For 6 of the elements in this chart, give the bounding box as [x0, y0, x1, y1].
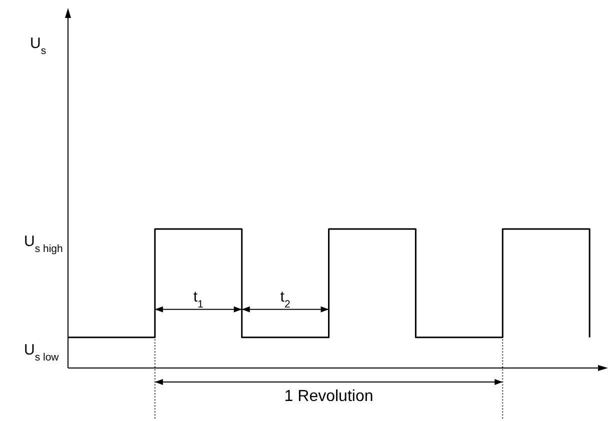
text: U$_{s}$	[30, 35, 46, 57]
annotation: t$_{2}$	[280, 288, 290, 310]
text: U$_{s low}$	[24, 341, 60, 364]
text: 1 Revolution	[284, 388, 374, 405]
annotation: t$_{1}$	[193, 288, 204, 310]
text: U$_{s high}$	[24, 233, 64, 256]
